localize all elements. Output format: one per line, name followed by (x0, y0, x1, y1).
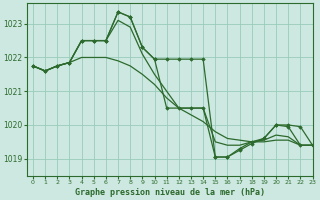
X-axis label: Graphe pression niveau de la mer (hPa): Graphe pression niveau de la mer (hPa) (75, 188, 265, 197)
